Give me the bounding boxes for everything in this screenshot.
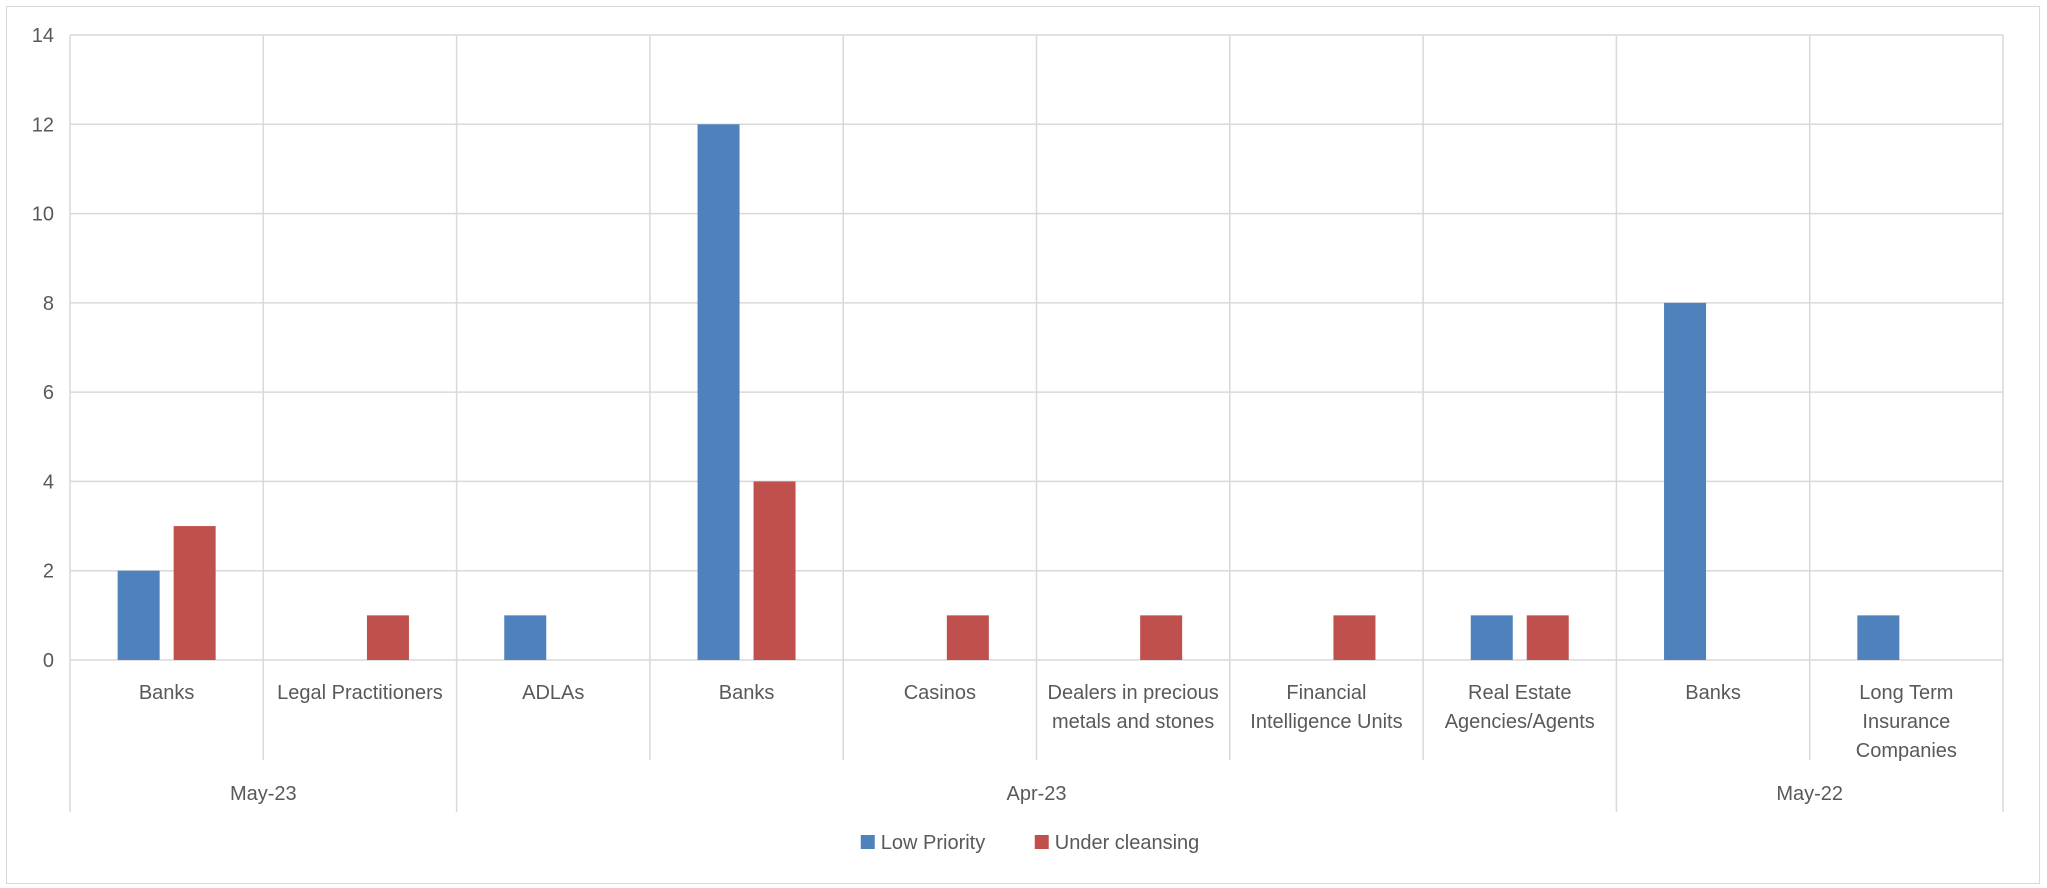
y-tick-label: 2 [43, 561, 54, 583]
bar [1664, 302, 1707, 660]
category-label: Dealers in precious metals and stones [1048, 682, 1219, 733]
y-tick-label: 4 [43, 471, 54, 493]
bar-layer [117, 124, 1900, 661]
category-label: Banks [139, 682, 195, 704]
group-label: Apr-23 [1006, 783, 1066, 805]
legend-swatch [860, 835, 875, 849]
y-tick-label: 10 [32, 204, 54, 226]
y-tick-label: 8 [43, 293, 54, 315]
category-label: Long Term Insurance Companies [1856, 682, 1957, 762]
grid-layer [69, 34, 2004, 812]
bar [1526, 615, 1569, 660]
bar [946, 615, 989, 660]
legend-swatch [1034, 835, 1049, 849]
bar [1857, 615, 1900, 660]
legend-label: Low Priority [881, 832, 985, 854]
category-label: ADLAs [522, 682, 584, 704]
category-label: Banks [1685, 682, 1741, 704]
group-label: May-23 [230, 783, 297, 805]
bar [117, 570, 160, 660]
category-label: Real Estate Agencies/Agents [1445, 682, 1595, 733]
category-label: Casinos [904, 682, 976, 704]
bar [366, 615, 409, 660]
bar [504, 615, 547, 660]
category-label: Banks [719, 682, 775, 704]
bar-chart: 0 2 4 6 8 10 12 14 Banks Legal Practitioners ADLAs… [32, 25, 2004, 854]
bar [1140, 615, 1183, 660]
category-label: Legal Practitioners [277, 682, 443, 704]
bar [753, 481, 796, 660]
y-tick-label: 6 [43, 382, 54, 404]
bar [1470, 615, 1513, 660]
group-label: May-22 [1776, 783, 1843, 805]
bar [697, 124, 740, 661]
category-label: Financial Intelligence Units [1250, 682, 1402, 733]
bar [1333, 615, 1376, 660]
legend: Low Priority Under cleansing [860, 832, 1200, 854]
y-tick-label: 12 [32, 114, 54, 136]
bar [173, 526, 216, 660]
chart-frame: 0 2 4 6 8 10 12 14 Banks Legal Practitioners ADLAs… [6, 6, 2040, 884]
legend-label: Under cleansing [1055, 832, 1200, 854]
y-tick-label: 0 [43, 650, 54, 672]
axis-layer: 0 2 4 6 8 10 12 14 Banks Legal Practitioners ADLAs… [32, 25, 1957, 805]
y-tick-label: 14 [32, 25, 54, 47]
